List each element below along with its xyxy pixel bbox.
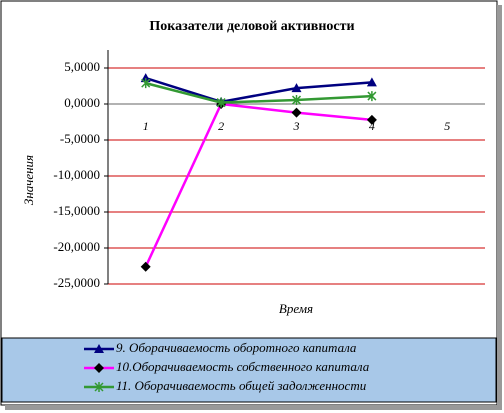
series-line	[145, 76, 372, 104]
y-tick-label: -5,0000	[60, 131, 100, 146]
y-tick-label: -20,0000	[53, 239, 100, 254]
x-tick-label: 2	[218, 119, 224, 133]
marker	[94, 344, 104, 353]
y-tick-label: -10,0000	[53, 167, 100, 182]
x-tick-label: 1	[143, 119, 149, 133]
series-line	[145, 81, 372, 104]
marker	[291, 83, 302, 93]
y-tick-label: -25,0000	[53, 275, 100, 290]
legend-label: 11. Оборачиваемость общей задолженности	[116, 378, 367, 393]
marker	[94, 382, 104, 392]
shadow	[497, 5, 502, 409]
x-axis-label: Время	[279, 301, 313, 316]
marker	[216, 97, 226, 108]
y-tick-label: -15,0000	[53, 203, 100, 218]
shadow	[5, 405, 502, 410]
y-tick-label: 0,0000	[64, 95, 100, 110]
x-tick-label: 3	[293, 119, 300, 133]
x-tick-label: 4	[369, 119, 375, 133]
marker	[141, 78, 151, 89]
marker	[366, 114, 377, 125]
y-axis-label: Значения	[21, 155, 36, 205]
marker	[366, 77, 377, 87]
y-tick-label: 5,0000	[64, 59, 100, 74]
legend-label: 10.Оборачиваемость собственного капитала	[116, 359, 370, 374]
chart-title: Показатели деловой активности	[149, 19, 354, 34]
x-tick-label: 5	[444, 119, 450, 133]
marker	[291, 95, 302, 106]
series-line	[144, 102, 373, 268]
marker	[367, 91, 377, 102]
legend-label: 9. Оборачиваемость оборотного капитала	[116, 340, 357, 355]
marker	[140, 261, 151, 272]
marker	[94, 363, 104, 373]
marker	[291, 107, 302, 118]
